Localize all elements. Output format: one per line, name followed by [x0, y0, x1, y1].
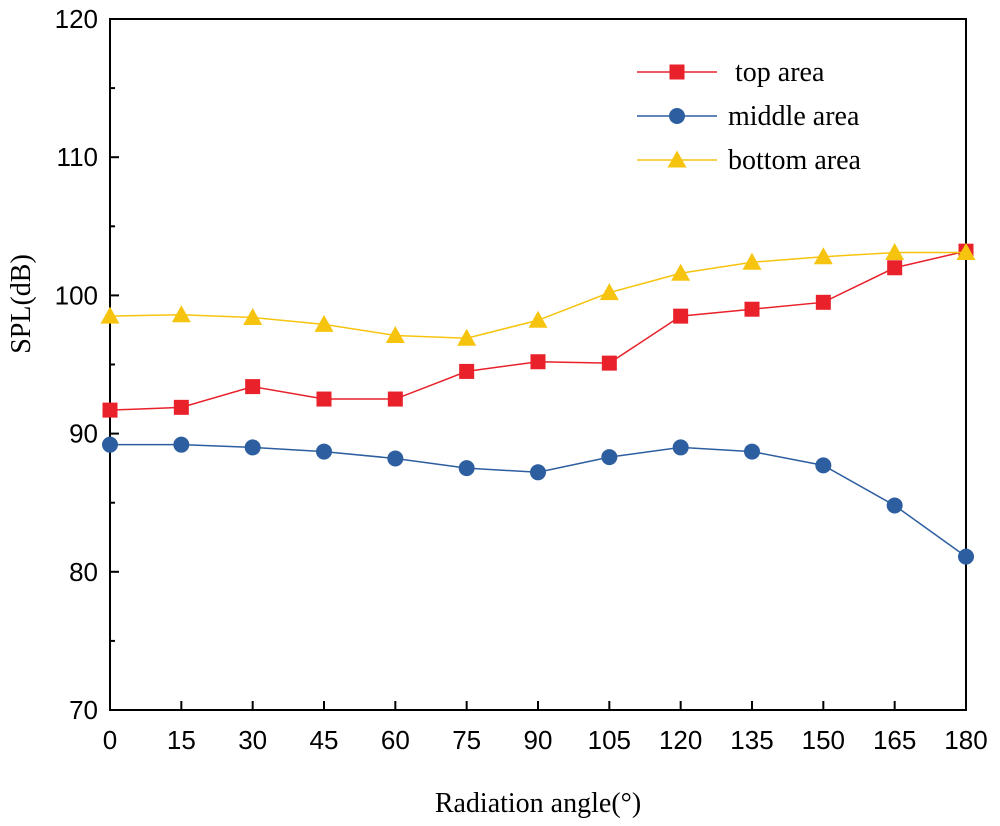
data-point	[243, 308, 263, 326]
data-point	[100, 306, 120, 324]
data-point	[316, 443, 332, 460]
data-point	[601, 449, 618, 466]
x-tick-label: 0	[103, 725, 117, 755]
data-point	[815, 294, 831, 310]
data-point	[530, 464, 546, 481]
data-point	[673, 308, 689, 324]
data-point	[956, 243, 976, 261]
data-point	[173, 399, 189, 415]
x-tick-label: 165	[873, 725, 916, 755]
data-point	[102, 436, 118, 453]
x-tick-label: 90	[524, 725, 553, 755]
legend-label: bottom area	[728, 145, 862, 176]
legend-marker	[669, 108, 685, 124]
data-point	[601, 355, 617, 371]
legend-item: bottom area	[637, 145, 862, 176]
x-axis-title: Radiation angle(°)	[435, 788, 641, 819]
data-point	[742, 252, 762, 270]
y-tick-label: 120	[55, 4, 98, 34]
legend: top area middle area bottom area	[637, 57, 862, 176]
data-point	[886, 497, 903, 514]
y-tick-label: 110	[57, 142, 98, 172]
series-line	[109, 250, 967, 411]
data-point	[815, 457, 832, 474]
data-point	[599, 283, 619, 301]
data-point	[385, 325, 405, 343]
axes: 70 80 90 100 110 120 0 15 30 45 60 75 90 105 120 135 150…	[55, 4, 988, 755]
series-top-area	[102, 243, 974, 418]
data-point	[885, 243, 905, 261]
legend-label: middle area	[728, 101, 860, 132]
y-tick-label: 70	[69, 695, 98, 725]
data-point	[387, 450, 404, 467]
data-point	[887, 260, 903, 276]
data-point	[244, 439, 261, 456]
legend-item: middle area	[637, 101, 860, 132]
y-axis-title: SPL(dB)	[6, 254, 37, 354]
series-middle-area	[102, 436, 974, 565]
series-line	[110, 443, 967, 558]
data-point	[314, 314, 334, 332]
data-point	[458, 460, 475, 477]
data-point	[387, 391, 403, 407]
x-tick-label: 60	[381, 725, 410, 755]
data-point	[173, 436, 190, 453]
series-bottom-area	[100, 243, 976, 346]
data-point	[958, 548, 974, 565]
data-point	[813, 247, 833, 265]
data-point	[672, 439, 689, 456]
data-point	[530, 354, 546, 370]
data-point	[528, 310, 548, 328]
x-tick-label: 75	[452, 725, 481, 755]
x-tick-label: 15	[167, 725, 196, 755]
data-point	[671, 263, 691, 281]
legend-item: top area	[637, 57, 825, 88]
x-tick-label: 30	[238, 725, 267, 755]
x-tick-label: 45	[310, 725, 339, 755]
x-tick-label: 180	[944, 725, 987, 755]
data-point	[245, 379, 261, 395]
y-tick-label: 90	[69, 419, 98, 449]
data-point	[459, 363, 475, 379]
data-point	[316, 391, 332, 407]
x-tick-label: 150	[802, 725, 845, 755]
data-point	[744, 443, 760, 460]
y-tick-label: 100	[55, 280, 98, 310]
x-tick-label: 135	[730, 725, 773, 755]
legend-label: top area	[728, 57, 825, 88]
y-tick-label: 80	[69, 557, 98, 587]
series-group	[100, 243, 976, 565]
data-point	[744, 301, 760, 317]
data-point	[171, 305, 191, 323]
x-tick-label: 105	[588, 725, 631, 755]
legend-marker	[667, 150, 687, 168]
legend-marker	[669, 64, 685, 80]
x-tick-label: 120	[659, 725, 702, 755]
data-point	[457, 328, 477, 346]
data-point	[102, 402, 118, 418]
